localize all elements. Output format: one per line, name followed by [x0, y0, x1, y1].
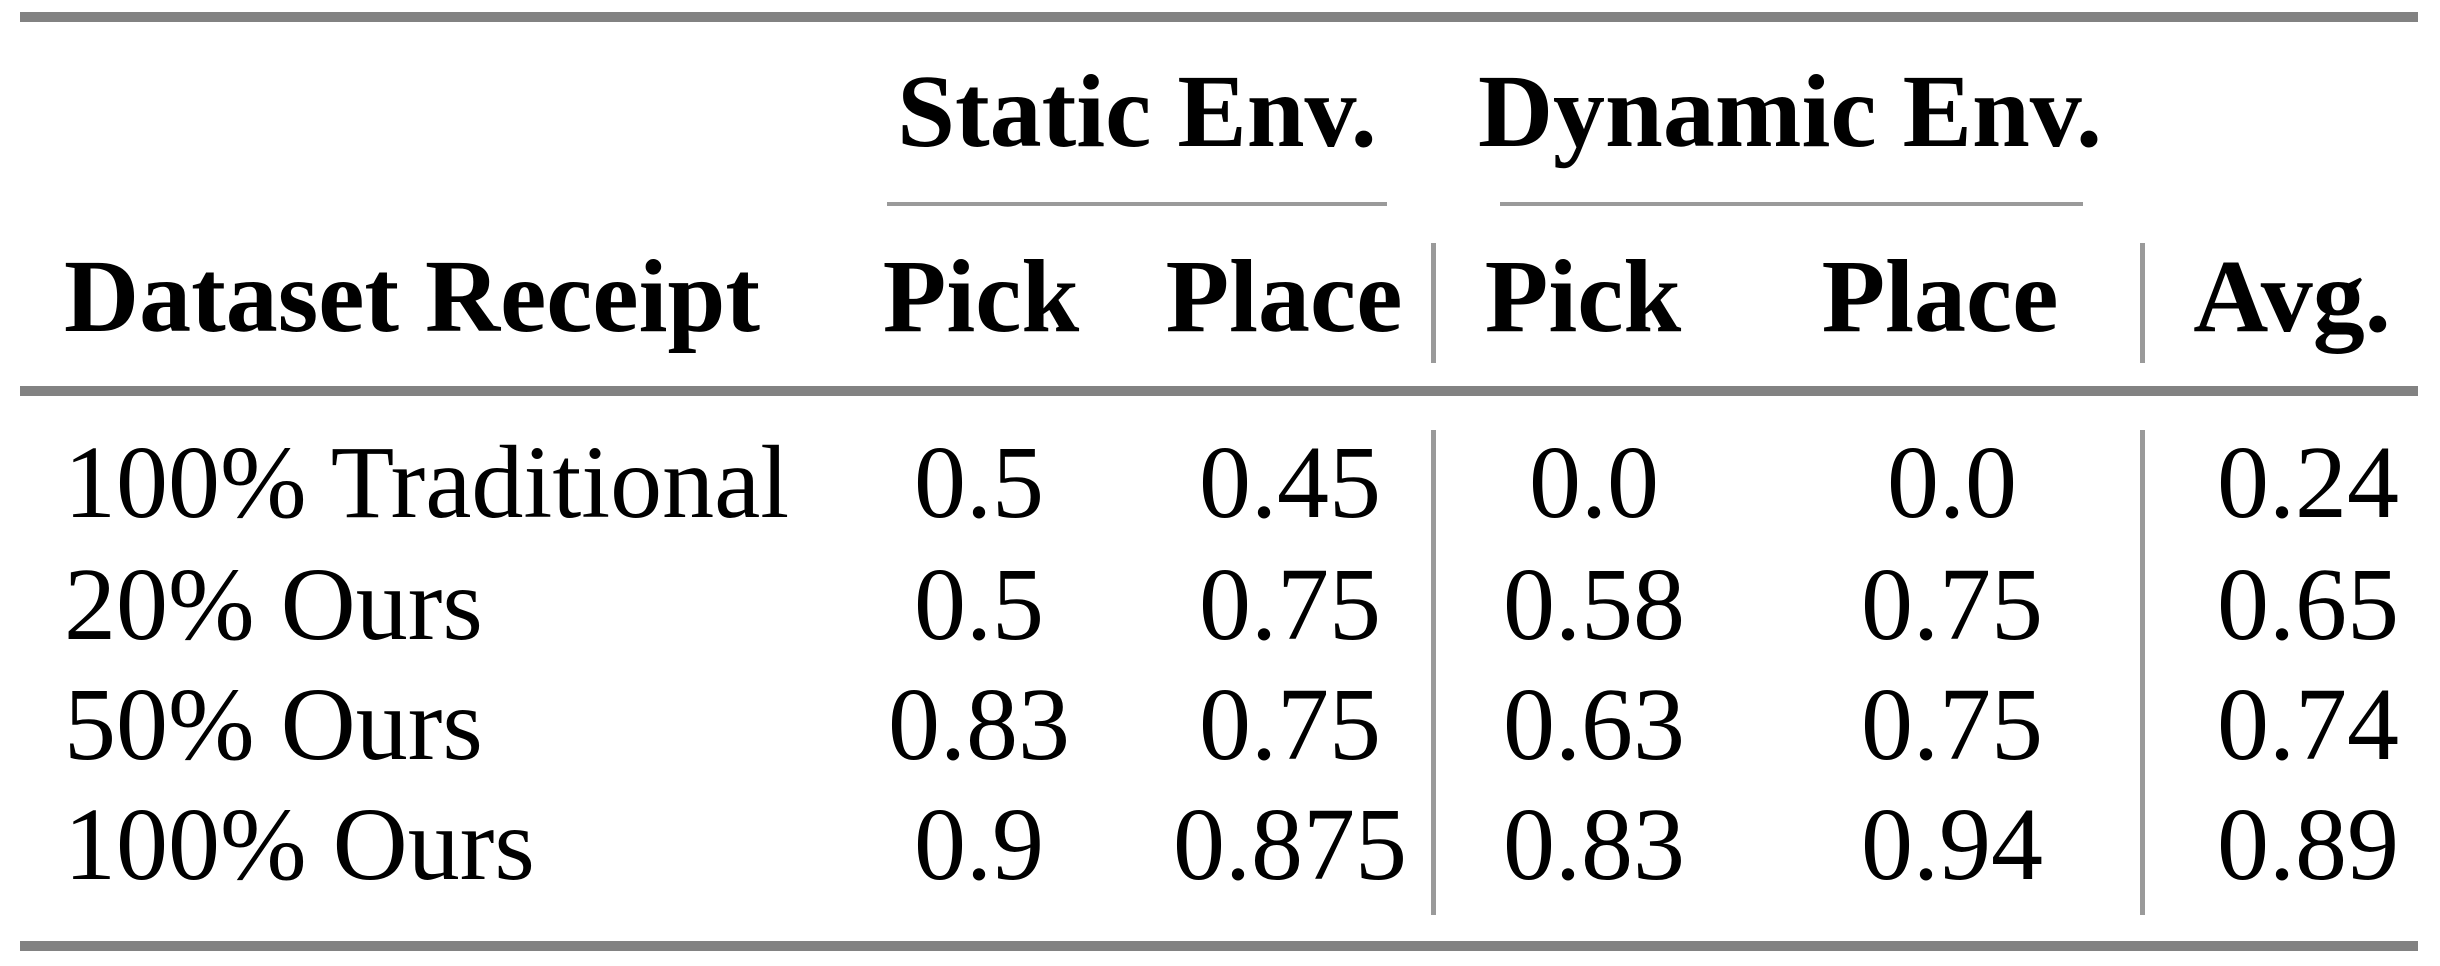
row-label: 20% Ours [64, 547, 483, 662]
column-header-avg: Avg. [2193, 239, 2391, 354]
cell-static-pick: 0.5 [914, 547, 1044, 662]
column-header-static-place: Place [1165, 239, 1403, 354]
dynamic-env-underline [1500, 202, 2083, 206]
cell-dynamic-pick: 0.63 [1503, 667, 1685, 782]
column-header-static-pick: Pick [882, 239, 1080, 354]
group-header-dynamic-env: Dynamic Env. [1477, 54, 2103, 169]
group-header-static-env: Static Env. [897, 54, 1377, 169]
cell-dynamic-place: 0.75 [1861, 667, 2043, 782]
cell-static-place: 0.75 [1199, 547, 1381, 662]
vertical-separator-1-header [1431, 243, 1436, 363]
cell-static-place: 0.45 [1199, 425, 1381, 540]
cell-static-pick: 0.83 [888, 667, 1070, 782]
column-header-dynamic-place: Place [1821, 239, 2059, 354]
vertical-separator-1-body [1431, 430, 1436, 915]
header-divider-rule [20, 386, 2418, 396]
cell-dynamic-pick: 0.83 [1503, 787, 1685, 902]
cell-dynamic-place: 0.0 [1887, 425, 2017, 540]
cell-avg: 0.24 [2217, 425, 2399, 540]
vertical-separator-2-body [2140, 430, 2145, 915]
cell-avg: 0.74 [2217, 667, 2399, 782]
static-env-underline [887, 202, 1387, 206]
column-header-dataset-receipt: Dataset Receipt [64, 239, 760, 354]
row-label: 50% Ours [64, 667, 483, 782]
cell-dynamic-pick: 0.0 [1529, 425, 1659, 540]
column-header-dynamic-pick: Pick [1484, 239, 1682, 354]
cell-avg: 0.65 [2217, 547, 2399, 662]
cell-dynamic-pick: 0.58 [1503, 547, 1685, 662]
cell-static-pick: 0.9 [914, 787, 1044, 902]
cell-avg: 0.89 [2217, 787, 2399, 902]
cell-static-place: 0.75 [1199, 667, 1381, 782]
bottom-rule [20, 941, 2418, 951]
top-rule [20, 12, 2418, 22]
cell-static-place: 0.875 [1173, 787, 1407, 902]
cell-dynamic-place: 0.75 [1861, 547, 2043, 662]
vertical-separator-2-header [2140, 243, 2145, 363]
cell-static-pick: 0.5 [914, 425, 1044, 540]
row-label: 100% Ours [64, 787, 535, 902]
row-label: 100% Traditional [64, 425, 790, 540]
cell-dynamic-place: 0.94 [1861, 787, 2043, 902]
